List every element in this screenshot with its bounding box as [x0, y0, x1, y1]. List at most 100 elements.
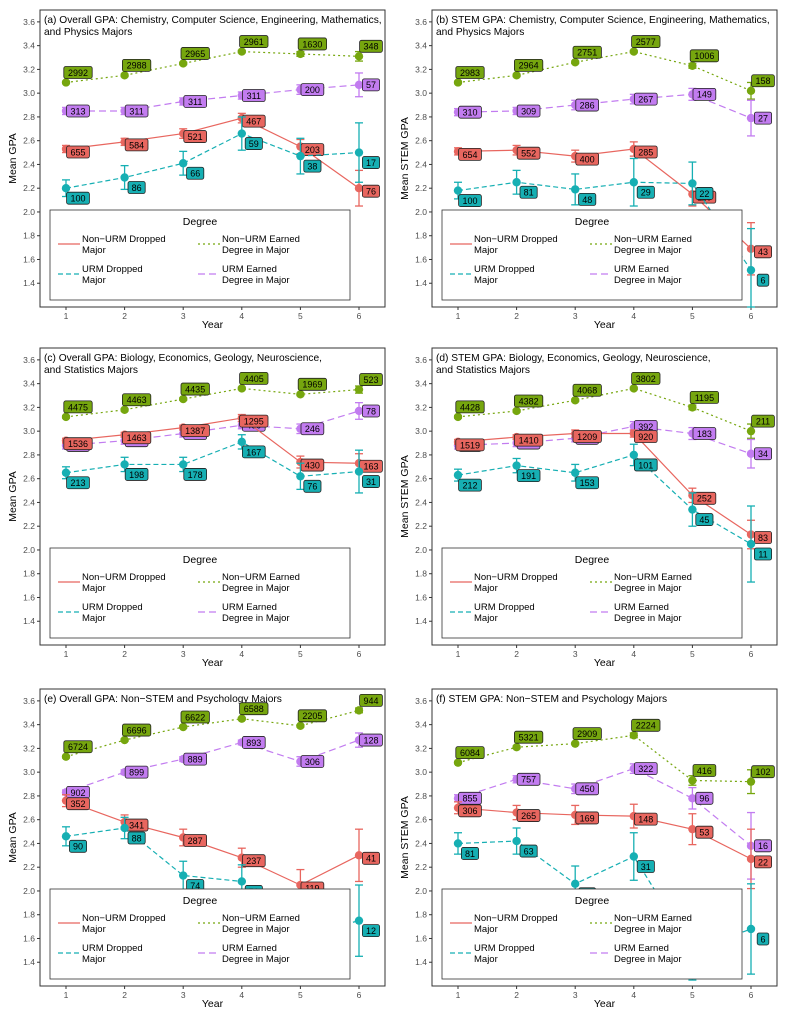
legend-label: URM Earned — [614, 602, 669, 613]
y-tick-label: 3.0 — [415, 767, 427, 777]
x-tick-label: 6 — [357, 311, 362, 321]
count-label: 53 — [699, 828, 709, 838]
count-label: 1463 — [127, 433, 147, 443]
count-label: 584 — [129, 140, 144, 150]
y-axis-label: Mean GPA — [7, 812, 19, 863]
count-label-box — [460, 847, 479, 860]
count-label-box — [754, 839, 773, 853]
count-label: 31 — [366, 477, 376, 487]
count-label: 100 — [70, 194, 85, 204]
legend-box — [441, 209, 743, 301]
count-label-box — [514, 433, 544, 447]
legend-label: Non−URM Earned — [222, 234, 300, 245]
y-tick-label: 3.0 — [415, 88, 427, 98]
count-label-box — [186, 166, 205, 180]
data-point — [746, 924, 756, 934]
count-label-box — [303, 479, 322, 493]
count-label: 655 — [70, 147, 85, 157]
data-point — [61, 184, 71, 193]
data-point — [237, 384, 246, 393]
count-label: 76 — [307, 482, 317, 492]
count-label-box — [239, 35, 269, 48]
panel-c: (c) Overall GPA: Biology, Economics, Geo… — [7, 347, 386, 669]
x-axis-label: Year — [202, 319, 224, 331]
count-label: 76 — [366, 187, 376, 197]
count-label-box — [695, 791, 714, 805]
data-point — [354, 467, 364, 476]
y-tick-label: 2.6 — [415, 136, 427, 146]
count-label: 322 — [638, 764, 653, 774]
series-line — [457, 734, 752, 783]
y-axis-label: Mean STEM GPA — [399, 455, 411, 538]
count-label: 88 — [132, 833, 142, 843]
y-tick-label: 3.6 — [23, 17, 35, 27]
count-label: 34 — [758, 449, 768, 459]
data-point — [629, 450, 638, 460]
legend-label: Major — [474, 583, 498, 594]
count-label: 57 — [366, 80, 376, 90]
count-label: 889 — [188, 754, 203, 764]
legend-box — [441, 547, 743, 639]
count-label-box — [458, 194, 482, 207]
x-tick-label: 5 — [690, 990, 695, 1000]
count-label: 4475 — [68, 402, 88, 412]
count-label: 119 — [305, 883, 319, 893]
x-tick-label: 3 — [573, 990, 578, 1000]
data-point — [61, 468, 71, 477]
count-label-box — [180, 424, 210, 437]
count-label-box — [458, 147, 482, 161]
count-label-box — [575, 811, 599, 825]
x-tick-label: 4 — [239, 649, 244, 659]
x-tick-label: 6 — [749, 311, 754, 321]
y-tick-label: 3.4 — [23, 41, 35, 51]
count-label-box — [66, 476, 90, 490]
panel-title-line: and Physics Majors — [436, 27, 524, 38]
data-point — [746, 113, 756, 123]
count-label: 2988 — [127, 61, 147, 71]
panel-b: (b) STEM GPA: Chemistry, Computer Scienc… — [399, 9, 778, 331]
legend-label: URM Earned — [222, 264, 277, 275]
count-label: 341 — [129, 820, 144, 830]
y-tick-label: 1.4 — [23, 616, 35, 626]
data-point — [179, 159, 188, 168]
series-line — [457, 387, 752, 432]
data-point — [512, 743, 521, 752]
x-tick-label: 3 — [573, 311, 578, 321]
data-point — [61, 412, 71, 422]
count-label-box — [692, 764, 717, 777]
count-label: 163 — [363, 462, 378, 472]
count-label-box — [575, 782, 599, 796]
x-tick-label: 4 — [239, 311, 244, 321]
y-tick-label: 3.6 — [415, 355, 427, 365]
data-point — [237, 129, 246, 138]
count-label-box — [361, 924, 380, 938]
data-point — [512, 71, 521, 80]
y-tick-label: 2.0 — [23, 207, 35, 217]
count-label-box — [361, 184, 380, 198]
count-label-box — [631, 371, 661, 385]
count-label: 4382 — [519, 396, 539, 406]
x-tick-label: 2 — [514, 311, 519, 321]
legend-box — [441, 888, 743, 980]
data-point — [453, 78, 463, 87]
legend-label: Non−URM Dropped — [82, 913, 166, 924]
count-label-box — [297, 709, 328, 723]
series-line — [65, 441, 360, 477]
count-label-box — [122, 723, 152, 737]
count-label: 128 — [363, 735, 378, 745]
data-point — [688, 776, 697, 785]
y-tick-label: 1.8 — [23, 231, 35, 241]
y-tick-label: 2.0 — [415, 545, 427, 555]
count-label-box — [458, 791, 482, 805]
count-label-box — [516, 469, 541, 483]
count-label-box — [575, 152, 599, 166]
count-label: 6084 — [460, 748, 480, 758]
count-label: 523 — [363, 375, 378, 385]
panel-title-line: and Physics Majors — [44, 27, 132, 38]
legend-label: URM Dropped — [82, 943, 143, 954]
count-label: 81 — [524, 188, 534, 198]
y-tick-label: 2.2 — [415, 862, 427, 872]
count-label: 286 — [580, 100, 595, 110]
